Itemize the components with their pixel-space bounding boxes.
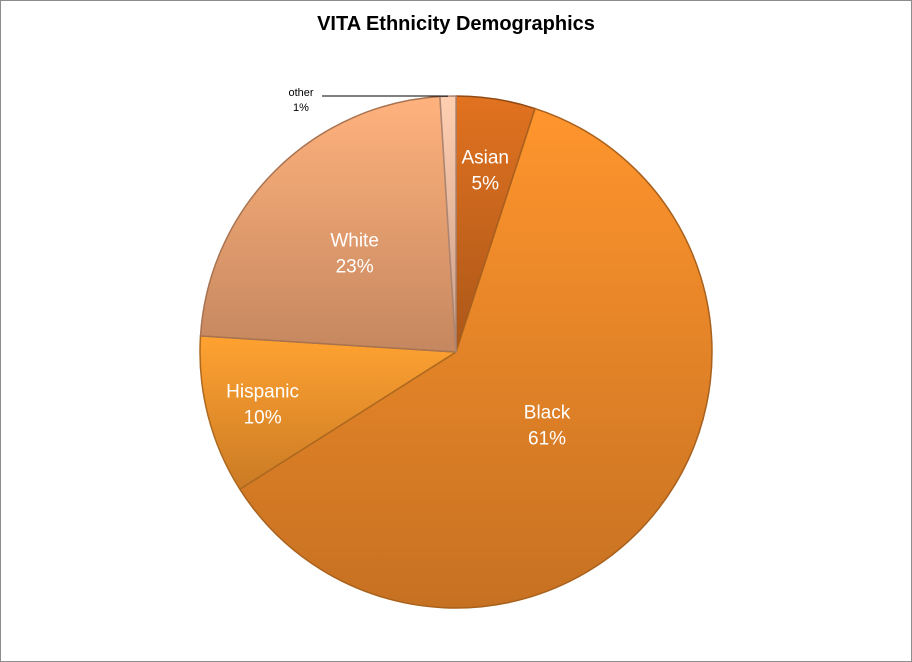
slice-value-white: 23% <box>336 257 374 278</box>
slice-name-white: White <box>330 231 379 252</box>
pie-slices <box>199 95 713 609</box>
pie-slice-black <box>239 107 713 609</box>
slice-name-asian: Asian <box>461 147 509 168</box>
slice-name-other: other <box>288 87 313 99</box>
slice-name-hispanic: Hispanic <box>226 382 299 403</box>
pie-slice-white <box>199 95 457 353</box>
chart-title: VITA Ethnicity Demographics <box>317 13 595 35</box>
slice-value-other: 1% <box>293 102 309 114</box>
slice-name-black: Black <box>524 403 571 424</box>
pie-slice-hispanic <box>199 335 457 490</box>
slice-value-hispanic: 10% <box>244 408 282 429</box>
slice-value-black: 61% <box>528 429 566 450</box>
pie-labels: Asian 5% Black 61% Hispanic 10% White 23% other 1… <box>226 87 571 450</box>
slice-value-asian: 5% <box>472 173 500 194</box>
